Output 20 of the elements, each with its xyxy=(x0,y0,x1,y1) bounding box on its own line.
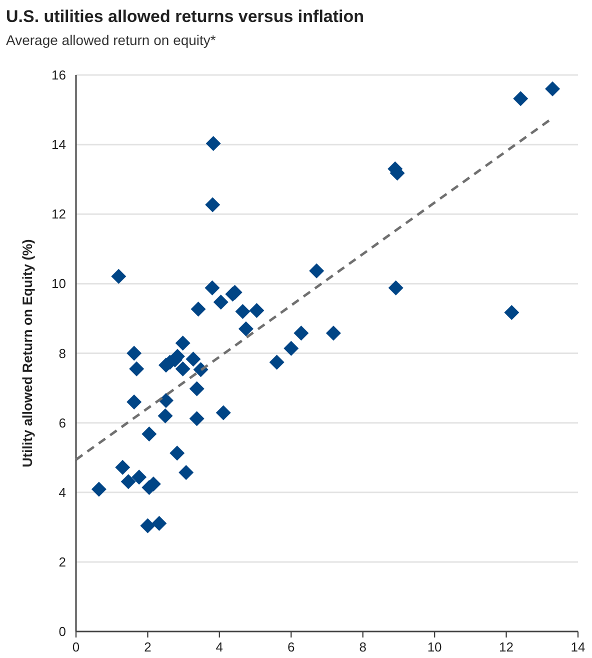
x-tick-label: 0 xyxy=(72,640,80,654)
y-tick-label: 4 xyxy=(58,484,66,500)
x-tick-label: 12 xyxy=(499,640,514,654)
y-tick-label: 16 xyxy=(52,68,66,82)
chart-subtitle: Average allowed return on equity* xyxy=(6,32,216,48)
y-tick-label: 2 xyxy=(58,554,66,570)
x-tick-label: 6 xyxy=(288,640,295,654)
x-tick-label: 14 xyxy=(570,640,586,654)
y-tick-label: 10 xyxy=(52,276,66,292)
x-tick-label: 2 xyxy=(144,640,152,654)
y-tick-label: 6 xyxy=(58,415,66,430)
y-tick-label: 8 xyxy=(58,346,66,361)
x-tick-label: 10 xyxy=(427,640,442,654)
y-tick-label: 12 xyxy=(52,206,66,222)
y-tick-label: 0 xyxy=(58,624,66,639)
y-axis-title: Utility allowed Return on Equity (%) xyxy=(20,239,35,468)
chart-title: U.S. utilities allowed returns versus inflation xyxy=(6,7,364,26)
y-tick-label: 14 xyxy=(52,137,66,152)
x-tick-label: 8 xyxy=(359,640,366,654)
x-tick-label: 4 xyxy=(216,640,224,654)
